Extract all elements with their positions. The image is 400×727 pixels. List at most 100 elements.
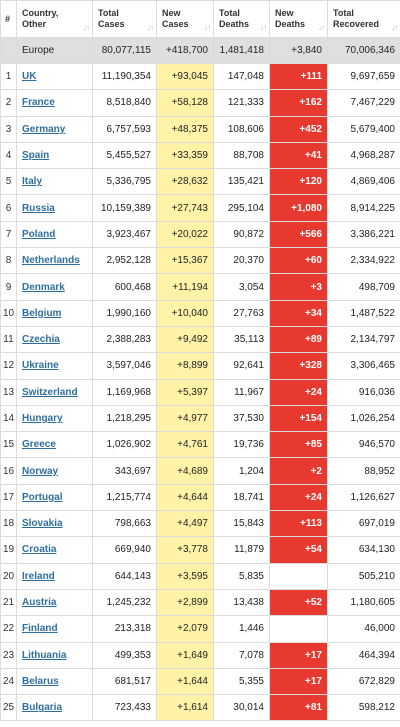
row-index: 12: [0, 352, 17, 380]
country-link[interactable]: Hungary: [22, 413, 63, 424]
total-cases-cell: 681,517: [92, 667, 157, 696]
new-cases-cell: +4,761: [156, 431, 214, 459]
total-cases-cell: 8,518,840: [92, 89, 157, 117]
total-recovered-cell: 9,697,659: [327, 62, 400, 91]
total-recovered-cell: 598,212: [327, 694, 400, 722]
table-row: 19 Croatia 669,940 +3,778 11,879 +54 634,130: [0, 536, 400, 564]
country-link[interactable]: Poland: [22, 228, 56, 240]
new-deaths-cell: +52: [269, 588, 328, 617]
country-link[interactable]: Austria: [22, 597, 57, 609]
country-link[interactable]: Lithuania: [22, 649, 67, 661]
total-deaths-cell: 121,333: [213, 89, 270, 117]
new-cases-cell: +4,644: [156, 483, 214, 512]
new-cases-cell: +10,040: [156, 299, 214, 327]
total-cases-cell: 669,940: [92, 536, 157, 564]
total-recovered-cell: 8,914,225: [327, 194, 400, 222]
total-deaths-cell: 11,879: [213, 536, 270, 564]
table-row: 2 France 8,518,840 +58,128 121,333 +162 7,467,…: [0, 89, 400, 117]
country-link[interactable]: Italy: [22, 176, 43, 188]
continent-name: Europe: [16, 37, 93, 64]
column-header-new-cases[interactable]: New Cases ↓↑: [156, 0, 214, 38]
country-cell: Austria: [16, 588, 93, 617]
sort-icon[interactable]: ↓↑: [391, 23, 398, 32]
new-cases-cell: +48,375: [156, 115, 214, 143]
row-index: 23: [0, 641, 17, 669]
new-cases-cell: +28,632: [156, 168, 214, 196]
sort-icon[interactable]: ↓↑: [318, 23, 325, 32]
total-deaths-cell: 90,872: [213, 220, 270, 249]
country-link[interactable]: Slovakia: [22, 518, 63, 530]
country-link[interactable]: Bulgaria: [22, 702, 63, 714]
country-link[interactable]: Czechia: [22, 334, 60, 346]
country-link[interactable]: Ireland: [22, 570, 55, 582]
row-index: 6: [0, 194, 17, 222]
country-link[interactable]: Germany: [22, 123, 66, 135]
sort-icon[interactable]: ↓↑: [147, 23, 154, 32]
country-link[interactable]: Finland: [22, 623, 58, 635]
country-link[interactable]: Ukraine: [22, 360, 59, 372]
country-cell: Norway: [16, 457, 93, 485]
new-cases-cell: +1,649: [156, 641, 214, 669]
sort-icon[interactable]: ↓↑: [204, 23, 211, 32]
country-link[interactable]: Netherlands: [22, 255, 80, 267]
country-link[interactable]: Croatia: [22, 544, 57, 556]
total-cases-cell: 1,026,902: [92, 431, 157, 459]
country-cell: Denmark: [16, 273, 93, 301]
row-index: 15: [0, 431, 17, 459]
total-recovered-cell: 505,210: [327, 562, 400, 590]
new-deaths-cell: +111: [269, 62, 328, 91]
country-link[interactable]: Greece: [22, 439, 56, 451]
total-cases-cell: 1,218,295: [92, 404, 157, 433]
total-deaths-cell: 5,835: [213, 562, 270, 590]
sort-icon[interactable]: ↓↑: [83, 23, 90, 32]
total-recovered-cell: 1,180,605: [327, 588, 400, 617]
country-link[interactable]: Russia: [22, 202, 55, 214]
total-cases-cell: 10,159,389: [92, 194, 157, 222]
total-cases-cell: 499,353: [92, 641, 157, 669]
total-cases-cell: 1,169,968: [92, 378, 157, 406]
table-row: 3 Germany 6,757,593 +48,375 108,606 +452 5,679…: [0, 115, 400, 143]
country-link[interactable]: Belgium: [22, 307, 62, 319]
column-header-total-recovered[interactable]: Total Recovered ↓↑: [327, 0, 400, 38]
new-cases-cell: +4,689: [156, 457, 214, 485]
sort-icon[interactable]: ↓↑: [260, 23, 267, 32]
country-link[interactable]: Portugal: [22, 491, 63, 503]
new-cases-cell: +20,022: [156, 220, 214, 249]
total-recovered-cell: 4,869,406: [327, 168, 400, 196]
total-cases-cell: 6,757,593: [92, 115, 157, 143]
total-cases-cell: 80,077,115: [92, 37, 157, 64]
new-cases-cell: +58,128: [156, 89, 214, 117]
country-link[interactable]: Spain: [22, 150, 50, 162]
column-header-new-deaths[interactable]: New Deaths ↓↑: [269, 0, 328, 38]
total-cases-cell: 213,318: [92, 615, 157, 643]
country-cell: Germany: [16, 115, 93, 143]
country-link[interactable]: Belarus: [22, 675, 59, 687]
column-header-total-cases[interactable]: Total Cases ↓↑: [92, 0, 157, 38]
new-deaths-cell: +54: [269, 536, 328, 564]
column-header-total-deaths[interactable]: Total Deaths ↓↑: [213, 0, 270, 38]
table-row: 7 Poland 3,923,467 +20,022 90,872 +566 3,386,2…: [0, 220, 400, 249]
total-cases-cell: 5,336,795: [92, 168, 157, 196]
country-link[interactable]: France: [22, 97, 55, 109]
row-index: 10: [0, 299, 17, 327]
new-deaths-cell: [269, 615, 328, 643]
total-recovered-cell: 697,019: [327, 510, 400, 538]
country-cell: Netherlands: [16, 247, 93, 275]
country-cell: Lithuania: [16, 641, 93, 669]
country-cell: Slovakia: [16, 510, 93, 538]
new-cases-cell: +33,359: [156, 141, 214, 170]
column-header-country[interactable]: Country, Other ↓↑: [16, 0, 93, 38]
country-link[interactable]: UK: [22, 71, 37, 83]
total-recovered-cell: 1,026,254: [327, 404, 400, 433]
column-header-index[interactable]: #: [0, 0, 17, 38]
header-row: # Country, Other ↓↑ Total Cases ↓↑ New Cas…: [0, 0, 400, 38]
country-link[interactable]: Denmark: [22, 281, 65, 293]
new-cases-cell: +3,595: [156, 562, 214, 590]
table-row: 16 Norway 343,697 +4,689 1,204 +2 88,952: [0, 457, 400, 485]
total-deaths-cell: 27,763: [213, 299, 270, 327]
row-index: 24: [0, 667, 17, 696]
row-index: 22: [0, 615, 17, 643]
country-link[interactable]: Norway: [22, 465, 59, 477]
country-link[interactable]: Switzerland: [22, 386, 78, 398]
new-cases-cell: +1,614: [156, 694, 214, 722]
